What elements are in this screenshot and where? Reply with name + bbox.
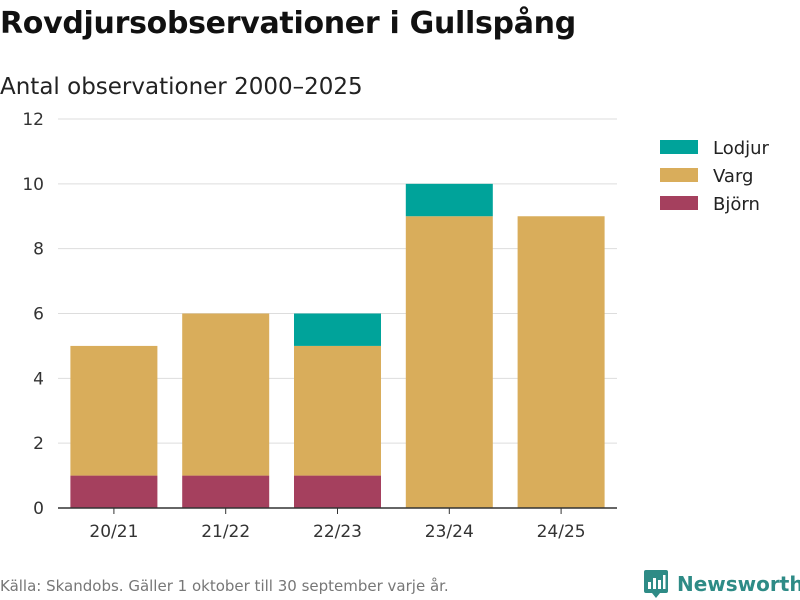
legend-label-björn: Björn — [713, 194, 760, 215]
bar-segment-varg-24-25 — [517, 216, 605, 508]
legend: Lodjur Varg Björn — [660, 138, 770, 215]
x-tick-label: 21/22 — [201, 522, 250, 542]
bar-segment-lodjur-22-23 — [294, 313, 381, 346]
chart-subtitle: Antal observationer 2000–2025 — [0, 74, 363, 100]
y-tick-label: 10 — [22, 175, 44, 195]
bar-segment-varg-22-23 — [294, 345, 381, 476]
bars — [70, 183, 605, 508]
bar-segment-björn-21-22 — [182, 475, 270, 508]
x-tick-label: 22/23 — [313, 522, 362, 542]
bar-segment-björn-20-21 — [70, 475, 158, 508]
stacked-bar-chart: 0 2 4 6 8 10 12 20/21 21/22 22/23 23/24 24/25 Lodj… — [22, 110, 770, 542]
bar-segment-varg-20-21 — [70, 345, 158, 476]
y-tick-label: 4 — [33, 369, 44, 389]
legend-swatch-lodjur — [660, 140, 698, 154]
legend-label-varg: Varg — [713, 166, 753, 187]
y-tick-label: 8 — [33, 240, 44, 260]
x-tick-label: 24/25 — [537, 522, 586, 542]
bar-segment-varg-21-22 — [182, 313, 270, 476]
x-tick-label: 20/21 — [89, 522, 138, 542]
y-tick-label: 12 — [22, 110, 44, 130]
legend-swatch-varg — [660, 168, 698, 182]
x-tick-label: 23/24 — [425, 522, 474, 542]
y-tick-label: 2 — [33, 434, 44, 454]
y-axis-ticks: 0 2 4 6 8 10 12 — [22, 110, 44, 519]
y-tick-label: 0 — [33, 499, 44, 519]
brand-logo: Newsworthy — [643, 569, 800, 599]
x-axis-ticks: 20/21 21/22 22/23 23/24 24/25 — [89, 508, 586, 542]
legend-swatch-björn — [660, 196, 698, 210]
chart-title: Rovdjursobservationer i Gullspång — [0, 6, 576, 41]
source-note: Källa: Skandobs. Gäller 1 oktober till 3… — [0, 577, 449, 595]
brand-name: Newsworthy — [677, 572, 800, 596]
y-tick-label: 6 — [33, 305, 44, 325]
bar-segment-varg-23-24 — [405, 216, 493, 508]
legend-label-lodjur: Lodjur — [713, 138, 770, 159]
bar-segment-lodjur-23-24 — [405, 183, 493, 217]
bar-segment-björn-22-23 — [294, 475, 381, 508]
newsworthy-chart-pin-icon — [644, 570, 668, 598]
